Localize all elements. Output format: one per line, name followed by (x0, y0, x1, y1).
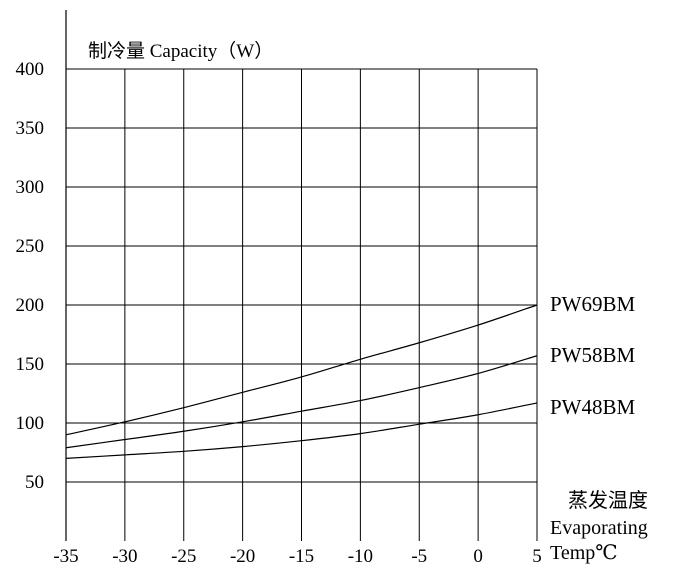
x-tick-label: -30 (112, 546, 137, 567)
series-label-pw48bm: PW48BM (550, 395, 636, 419)
x-tick-label: -10 (348, 546, 373, 567)
y-tick-label: 250 (16, 236, 45, 257)
y-tick-label: 150 (16, 354, 45, 375)
y-tick-label: 100 (16, 413, 45, 434)
series-label-pw58bm: PW58BM (550, 343, 636, 367)
series-line-pw58bm (65, 355, 538, 449)
x-tick-label: -25 (171, 546, 196, 567)
labels: -35 -30 -25 -20 -15 -10 -5 0 5 50 100 150 200 250 300 3… (16, 59, 636, 567)
x-axis-title-line-3: Temp℃ (550, 542, 618, 564)
x-axis-title-line-1: 蒸发温度 (568, 489, 648, 512)
y-tick-label: 50 (25, 472, 44, 493)
y-tick-label: 400 (16, 59, 45, 80)
x-tick-label: -15 (289, 546, 314, 567)
x-tick-label: -35 (53, 546, 78, 567)
x-tick-label: 0 (473, 546, 483, 567)
x-axis-title-line-2: Evaporating (550, 517, 648, 539)
x-tick-label: -20 (230, 546, 255, 567)
series-label-pw69bm: PW69BM (550, 292, 636, 316)
x-tick-label: 5 (532, 546, 542, 567)
series-lines (65, 304, 538, 459)
series-line-pw48bm (65, 402, 538, 459)
y-tick-label: 350 (16, 118, 45, 139)
x-tick-label: -5 (411, 546, 427, 567)
y-tick-label: 200 (16, 295, 45, 316)
y-axis-title: 制冷量 Capacity（W） (88, 40, 273, 62)
series-line-pw69bm (65, 304, 538, 436)
grid (66, 68, 538, 541)
y-tick-label: 300 (16, 177, 45, 198)
